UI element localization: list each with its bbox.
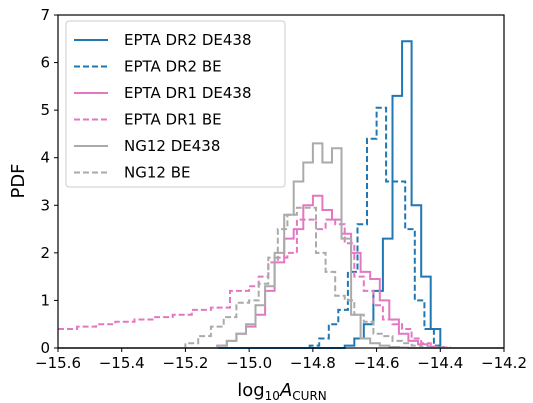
y-tick-label: 5 bbox=[40, 101, 50, 119]
y-axis: 0 1 2 3 4 5 6 7 bbox=[40, 6, 58, 357]
y-tick-label: 2 bbox=[40, 244, 50, 262]
legend-frame bbox=[65, 20, 286, 188]
y-tick-label: 3 bbox=[40, 196, 50, 214]
series-epta-dr1-de438 bbox=[58, 194, 504, 349]
x-tick-label: −14.4 bbox=[417, 354, 463, 372]
x-tick-label: −14.8 bbox=[290, 354, 336, 372]
y-tick-label: 4 bbox=[40, 149, 50, 167]
legend: EPTA DR2 DE438 EPTA DR2 BE EPTA DR1 DE438 E… bbox=[65, 20, 286, 188]
legend-label-epta-dr1-de438: EPTA DR1 DE438 bbox=[124, 84, 252, 102]
x-tick-label: −15.0 bbox=[226, 354, 272, 372]
y-tick-label: 7 bbox=[40, 6, 50, 24]
legend-label-epta-dr2-de438: EPTA DR2 DE438 bbox=[124, 31, 252, 49]
legend-label-epta-dr1-be: EPTA DR1 BE bbox=[124, 111, 222, 129]
x-tick-label: −15.6 bbox=[35, 354, 81, 372]
plot-frame bbox=[57, 14, 505, 349]
legend-label-ng12-de438: NG12 DE438 bbox=[124, 137, 220, 155]
y-tick-label: 0 bbox=[40, 339, 50, 357]
x-tick-label: −15.4 bbox=[99, 354, 145, 372]
y-tick-label: 1 bbox=[40, 291, 50, 309]
legend-label-ng12-be: NG12 BE bbox=[124, 164, 190, 182]
x-tick-label: −15.2 bbox=[162, 354, 208, 372]
series-ng12-be bbox=[58, 206, 504, 349]
y-tick-label: 6 bbox=[40, 54, 50, 72]
x-axis: −15.6 −15.4 −15.2 −15.0 −14.8 −14.6 −14.4 −14.2 bbox=[35, 348, 527, 372]
series-epta-dr2-de438 bbox=[58, 40, 504, 349]
x-axis-title: log10ACURN bbox=[237, 380, 327, 403]
x-tick-label: −14.2 bbox=[481, 354, 527, 372]
series-epta-dr2-be bbox=[58, 106, 504, 349]
series-epta-dr1-be bbox=[58, 218, 504, 349]
series-ng12-de438 bbox=[58, 142, 504, 349]
x-tick-label: −14.6 bbox=[354, 354, 400, 372]
legend-label-epta-dr2-be: EPTA DR2 BE bbox=[124, 58, 222, 76]
y-axis-title: PDF bbox=[8, 163, 29, 198]
series-layer bbox=[58, 40, 504, 349]
